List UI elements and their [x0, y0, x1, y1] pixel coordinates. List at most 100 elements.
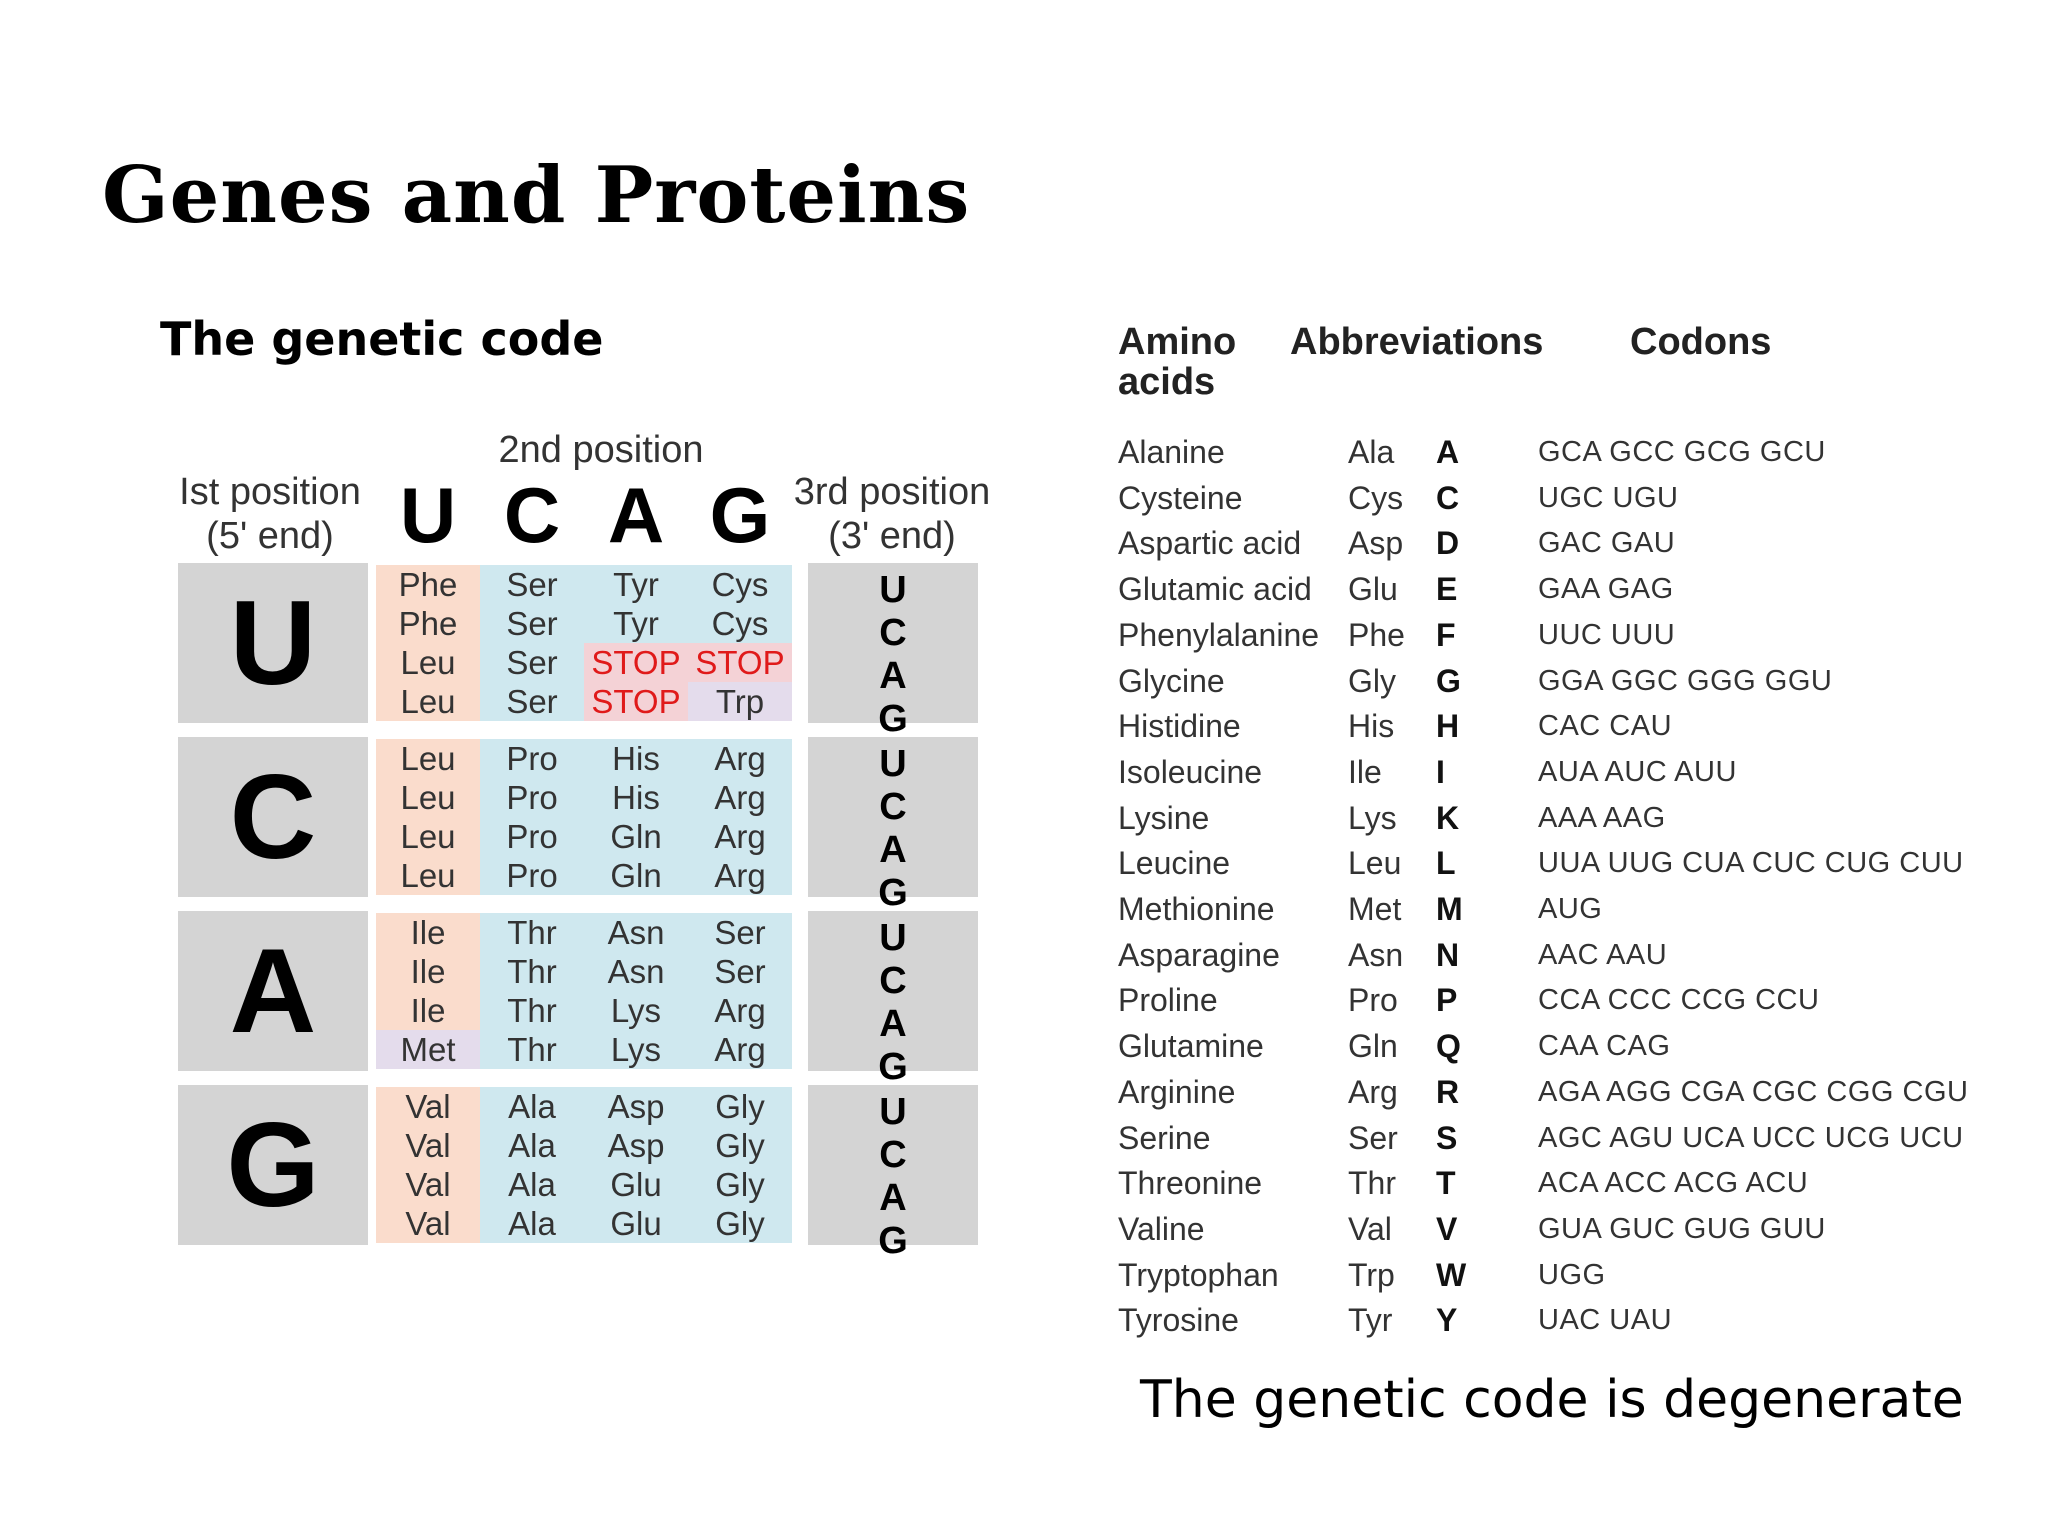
amino-acid-cell: Leu — [376, 682, 480, 721]
amino-acid-cell: Lys — [584, 1030, 688, 1069]
three-letter-abbr: Gln — [1348, 1028, 1398, 1064]
one-letter-abbr: M — [1436, 891, 1463, 927]
three-letter-abbr: Pro — [1348, 982, 1398, 1018]
amino-acid-cell: Pro — [480, 817, 584, 856]
third-position-base: U — [879, 1091, 907, 1133]
amino-acid-cell: Trp — [688, 682, 792, 721]
codon-list: AUG — [1538, 893, 1603, 925]
amino-acid-name: Cysteine — [1118, 480, 1243, 516]
second-position-label: 2nd position — [498, 429, 704, 471]
stop-codon-cell: STOP — [688, 643, 792, 682]
one-letter-abbr: L — [1436, 845, 1456, 881]
amino-acid-name: Valine — [1118, 1211, 1205, 1247]
three-letter-abbr: Leu — [1348, 845, 1402, 881]
third-position-base: G — [878, 1220, 908, 1262]
amino-acid-cell: Phe — [376, 604, 480, 643]
amino-acid-cell: Val — [376, 1126, 480, 1165]
amino-acid-cell: Cys — [688, 604, 792, 643]
amino-acid-name: Alanine — [1118, 434, 1225, 470]
amino-acid-cell: Ser — [480, 682, 584, 721]
amino-acid-cell: Ser — [480, 604, 584, 643]
amino-acid-cell: Ile — [376, 913, 480, 952]
amino-acids-header: Amino acids — [1118, 322, 1236, 402]
one-letter-abbr: N — [1436, 937, 1460, 973]
one-letter-abbr: F — [1436, 617, 1456, 653]
amino-acid-name: Isoleucine — [1118, 754, 1263, 790]
amino-acid-name: Tryptophan — [1118, 1257, 1279, 1293]
amino-acid-name: Leucine — [1118, 845, 1231, 881]
first-position-label-line1: Ist position — [179, 471, 361, 513]
codon-list: AAA AAG — [1538, 802, 1666, 834]
amino-acid-cell: Ala — [480, 1087, 584, 1126]
amino-acid-cell: Thr — [480, 991, 584, 1030]
abbreviations-header: Abbreviations — [1290, 321, 1544, 363]
amino-acid-name: Proline — [1118, 982, 1218, 1018]
amino-acid-cell: Met — [376, 1030, 480, 1069]
codon-list: CCA CCC CCG CCU — [1538, 984, 1820, 1016]
first-position-label: Ist position (5' end) — [170, 470, 370, 558]
one-letter-abbr: I — [1436, 754, 1445, 790]
third-position-label: 3rd position (3' end) — [792, 470, 992, 558]
amino-acid-name: Histidine — [1118, 708, 1241, 744]
second-base-g: G — [709, 471, 771, 559]
one-letter-abbr: D — [1436, 525, 1460, 561]
amino-acid-cell: Asn — [584, 952, 688, 991]
one-letter-abbr: K — [1436, 800, 1460, 836]
amino-acid-cell: Val — [376, 1087, 480, 1126]
three-letter-abbr: Asp — [1348, 525, 1404, 561]
amino-acid-cell: Gly — [688, 1204, 792, 1243]
amino-acid-cell: Leu — [376, 778, 480, 817]
three-letter-abbr: Lys — [1348, 800, 1397, 836]
page-title: Genes and Proteins — [102, 150, 971, 241]
amino-acid-cell: Phe — [376, 565, 480, 604]
section-subtitle: The genetic code — [160, 312, 604, 366]
codons-header: Codons — [1630, 321, 1772, 363]
codon-list: CAA CAG — [1538, 1030, 1671, 1062]
amino-acid-cell: Arg — [688, 856, 792, 895]
amino-acid-name: Arginine — [1118, 1074, 1236, 1110]
amino-acid-cell: Arg — [688, 991, 792, 1030]
amino-acids-header-line1: Amino — [1118, 321, 1237, 363]
amino-acid-name: Methionine — [1118, 891, 1275, 927]
third-position-base: C — [879, 786, 907, 828]
amino-acid-cell: Val — [376, 1165, 480, 1204]
three-letter-abbr: Phe — [1348, 617, 1405, 653]
three-letter-abbr: Thr — [1348, 1165, 1396, 1201]
third-position-base: A — [879, 829, 907, 871]
amino-acid-cell: Tyr — [584, 604, 688, 643]
third-position-base: G — [878, 1046, 908, 1088]
amino-acid-cell: Ser — [480, 643, 584, 682]
one-letter-abbr: Q — [1436, 1028, 1461, 1064]
three-letter-abbr: Ile — [1348, 754, 1382, 790]
amino-acid-cell: Pro — [480, 778, 584, 817]
one-letter-abbr: C — [1436, 480, 1460, 516]
stop-codon-cell: STOP — [584, 682, 688, 721]
three-letter-abbr: Ala — [1348, 434, 1395, 470]
amino-acid-cell: Leu — [376, 643, 480, 682]
amino-acid-cell: Leu — [376, 856, 480, 895]
amino-acids-header-line2: acids — [1118, 361, 1216, 403]
amino-acid-name: Threonine — [1118, 1165, 1263, 1201]
amino-acid-cell: Val — [376, 1204, 480, 1243]
amino-acid-cell: Gln — [584, 817, 688, 856]
first-position-u: U — [178, 563, 368, 723]
amino-acid-name: Glutamic acid — [1118, 571, 1312, 607]
stop-codon-cell: STOP — [584, 643, 688, 682]
amino-acid-cell: Gly — [688, 1165, 792, 1204]
codon-list: ACA ACC ACG ACU — [1538, 1167, 1809, 1199]
codon-list: AGA AGG CGA CGC CGG CGU — [1538, 1076, 1969, 1108]
amino-acid-cell: Ser — [480, 565, 584, 604]
codon-list: UUA UUG CUA CUC CUG CUU — [1538, 847, 1964, 879]
one-letter-abbr: E — [1436, 571, 1458, 607]
third-position-base: C — [879, 612, 907, 654]
codon-list: GAC GAU — [1538, 527, 1676, 559]
one-letter-abbr: T — [1436, 1165, 1456, 1201]
third-position-base: G — [878, 698, 908, 740]
three-letter-abbr: Glu — [1348, 571, 1398, 607]
amino-acid-cell: Pro — [480, 739, 584, 778]
amino-acid-cell: Ala — [480, 1126, 584, 1165]
amino-acid-name: Phenylalanine — [1118, 617, 1320, 653]
amino-acid-cell: Asn — [584, 913, 688, 952]
